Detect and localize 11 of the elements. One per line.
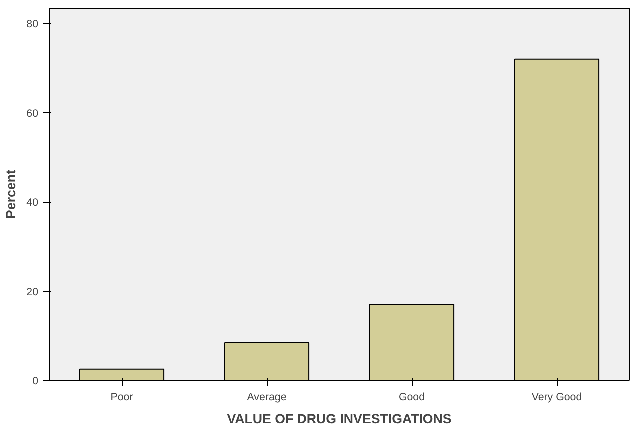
x-tick-label: Good — [398, 392, 426, 404]
y-tick-label: 60 — [26, 108, 39, 120]
x-tick-label: Average — [247, 392, 287, 404]
x-axis-title: VALUE OF DRUG INVESTIGATIONS — [227, 412, 452, 426]
y-tick-label: 40 — [26, 197, 39, 210]
x-tick-label: Poor — [110, 392, 134, 404]
y-axis-title: Percent — [4, 169, 19, 219]
x-tick-label: Very Good — [532, 392, 582, 404]
y-tick-label: 80 — [26, 18, 39, 31]
y-tick-label: 20 — [26, 286, 39, 298]
y-tick-label: 0 — [32, 376, 39, 388]
